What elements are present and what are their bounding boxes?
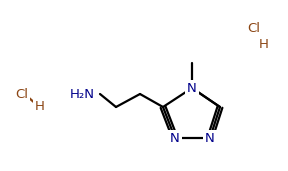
Text: N: N — [205, 131, 215, 144]
Text: Cl: Cl — [16, 88, 29, 101]
Text: H: H — [259, 37, 269, 50]
Text: H₂N: H₂N — [70, 88, 95, 101]
Text: Cl: Cl — [247, 22, 261, 35]
Text: H: H — [35, 101, 45, 114]
Text: N: N — [187, 82, 197, 95]
Text: N: N — [170, 131, 180, 144]
